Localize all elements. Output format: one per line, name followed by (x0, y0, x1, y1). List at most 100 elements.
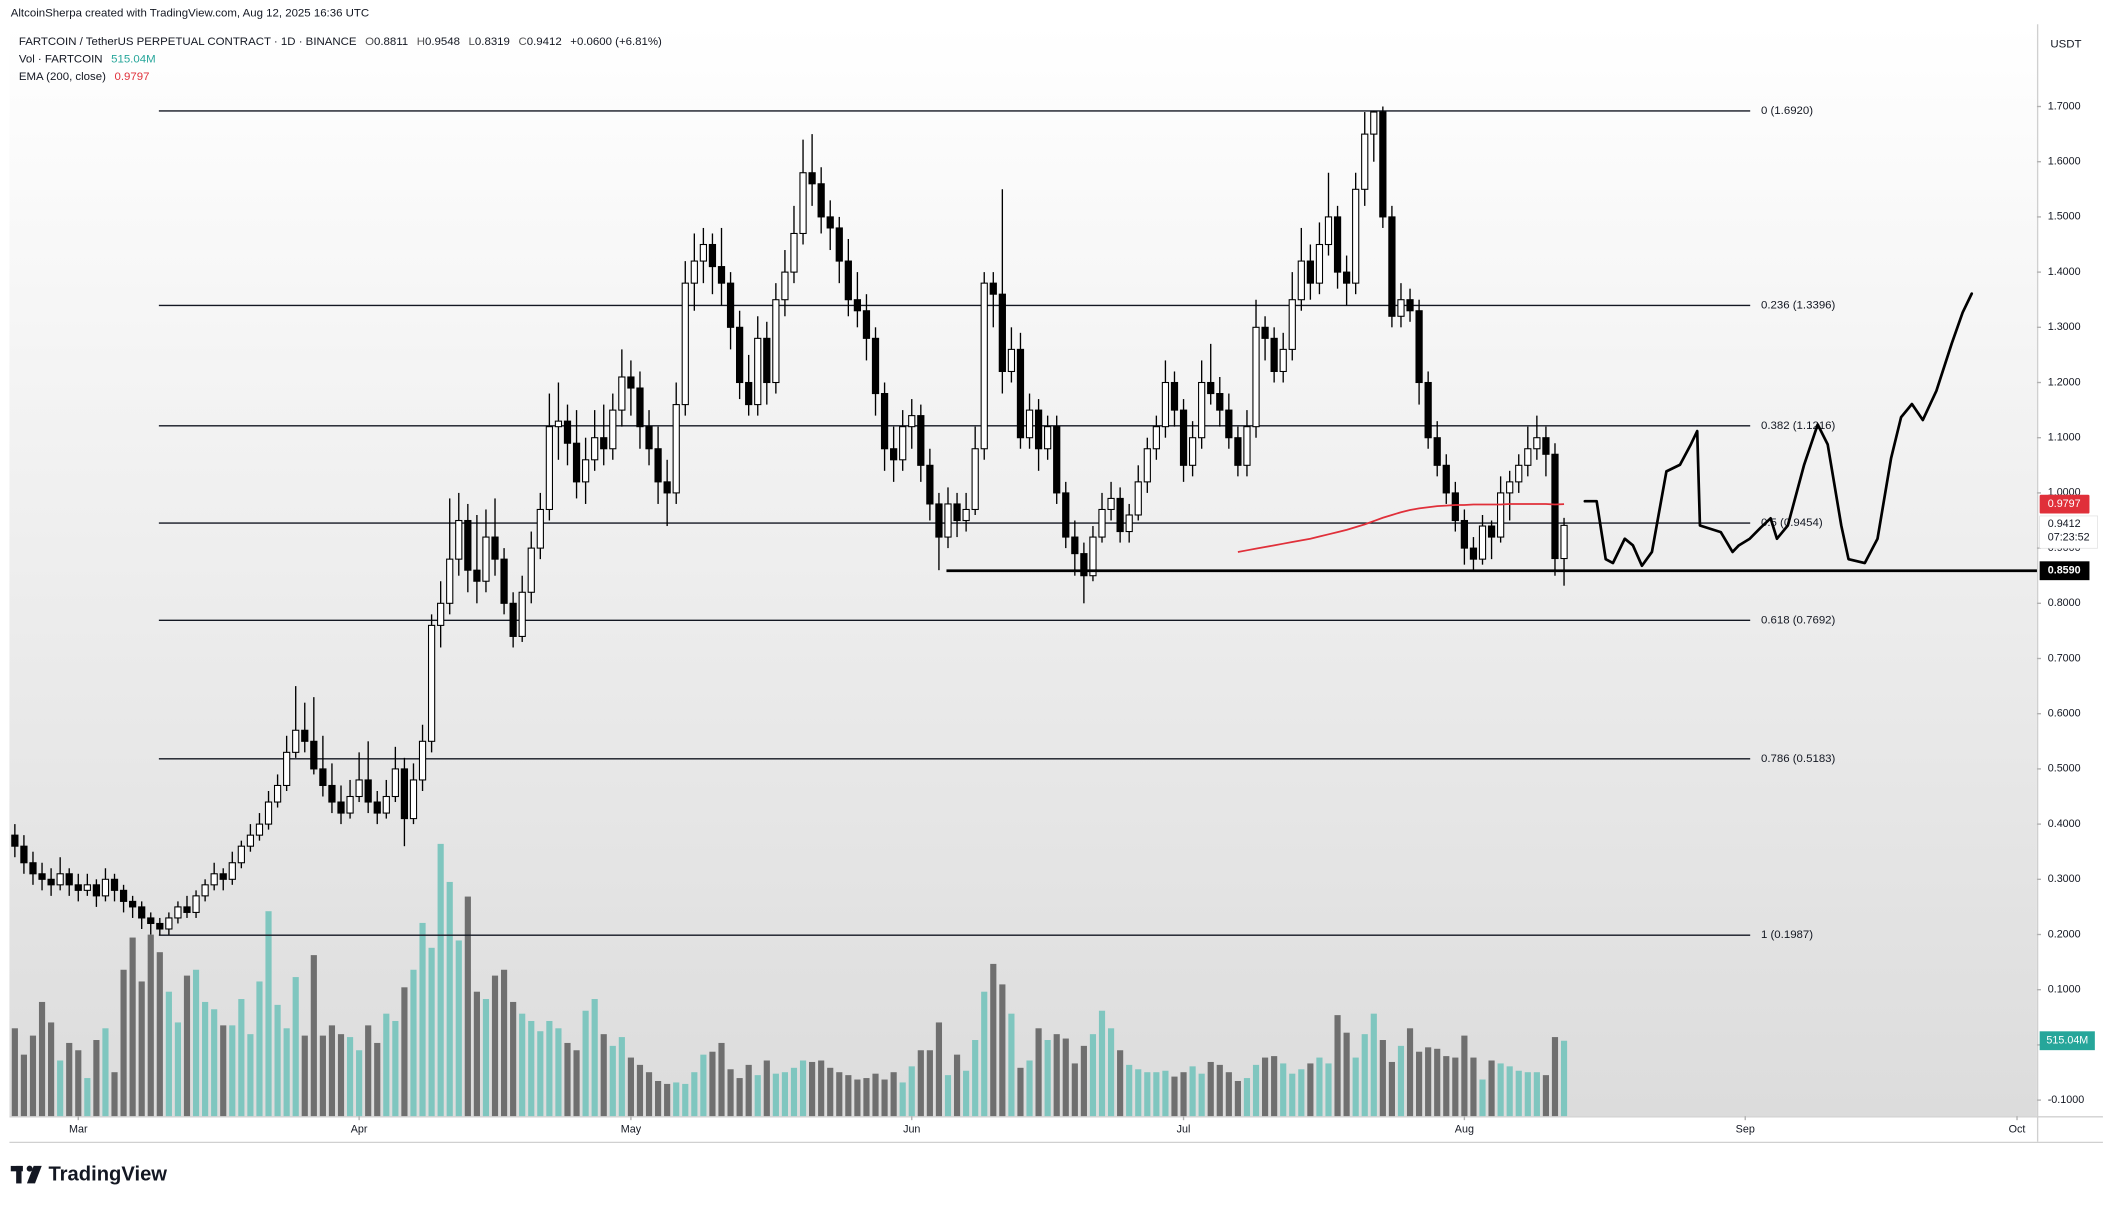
volume-bar (1080, 1045, 1087, 1117)
candle-body (509, 602, 517, 637)
candle-body (273, 784, 282, 803)
volume-bar (1370, 1013, 1377, 1117)
candle-body (1370, 111, 1378, 135)
candle-body (1324, 216, 1333, 246)
candle-body (591, 437, 599, 461)
candle-body (799, 172, 807, 235)
candle-body (1007, 348, 1016, 373)
volume-bar (1307, 1063, 1314, 1117)
candle-body (192, 895, 200, 913)
volume-bar (863, 1078, 870, 1117)
volume-bar (383, 1013, 390, 1117)
volume-bar (1252, 1064, 1260, 1117)
volume-bar (491, 975, 499, 1117)
x-tick-label: Mar (69, 1123, 88, 1135)
candle-body (853, 299, 862, 312)
volume-bar (754, 1075, 761, 1117)
y-tick-label: 0.4000 (2048, 818, 2081, 830)
candle-body (690, 260, 698, 284)
y-tick-label: 0.8000 (2048, 597, 2081, 609)
candle-body (1352, 188, 1360, 284)
candle-body (1551, 453, 1559, 560)
volume-bar (392, 1020, 399, 1117)
volume-bar (700, 1054, 707, 1117)
volume-bar (202, 1001, 209, 1117)
candle-body (871, 337, 880, 395)
candle-body (255, 823, 264, 836)
brand: TradingView (48, 1164, 167, 1186)
candle-body (1234, 437, 1242, 466)
y-tick-label: 1.6000 (2048, 156, 2081, 168)
candle-body (382, 795, 390, 814)
ohlc-value: 0.8811 (374, 36, 408, 48)
candle-body (337, 801, 345, 814)
candle-body (74, 884, 82, 891)
volume-bar (618, 1037, 625, 1117)
projection-drawing (1583, 292, 1974, 568)
candle-body (38, 873, 46, 880)
volume-bar (1271, 1056, 1278, 1117)
volume-bar (174, 1022, 182, 1117)
candle-body (1216, 393, 1224, 411)
volume-bar (600, 1034, 607, 1117)
candle-body (1288, 299, 1296, 350)
candle-body (518, 591, 526, 637)
volume-bar (645, 1072, 653, 1117)
volume-bar (111, 1072, 118, 1117)
tradingview-logo (10, 1165, 42, 1184)
volume-bar (1162, 1070, 1169, 1117)
candle-body (319, 768, 327, 787)
candle-body (926, 464, 934, 505)
candle-body (1379, 111, 1387, 218)
volume-bar (310, 955, 317, 1117)
candle-body (246, 834, 255, 847)
volume-bar (1352, 1057, 1359, 1117)
candle-body (500, 558, 508, 604)
volume-bar (963, 1070, 970, 1117)
volume-bar (1325, 1063, 1332, 1117)
candle-body (980, 282, 988, 450)
candle-body (1261, 326, 1269, 339)
candle-body (971, 448, 979, 511)
candle-body (1116, 497, 1124, 533)
candle-body (763, 337, 771, 384)
volume-bar (1044, 1040, 1051, 1117)
volume-bar (528, 1020, 535, 1117)
candle-body (835, 227, 843, 262)
volume-bar (664, 1083, 671, 1117)
volume-bar (1397, 1045, 1405, 1117)
candle-body (283, 751, 291, 787)
candle-body (817, 183, 825, 218)
candle-body (699, 243, 708, 262)
y-tick-label: 0.6000 (2048, 708, 2081, 720)
ema-price-label: 0.9797 (2048, 498, 2081, 510)
volume-bar (346, 1037, 354, 1117)
volume-bar (908, 1066, 915, 1117)
volume-bar (1098, 1010, 1106, 1117)
volume-bar (1216, 1064, 1223, 1117)
ohlc-letter: C (518, 36, 526, 48)
volume-bar (1343, 1032, 1350, 1117)
candle-body (1188, 437, 1197, 466)
ohlc-value: 0.9412 (527, 36, 562, 48)
y-tick-label: 0.7000 (2048, 652, 2081, 664)
volume-bar (953, 1054, 961, 1117)
candle-body (310, 740, 318, 770)
volume-bar (84, 1078, 91, 1117)
candle-body (1433, 437, 1441, 466)
volume-bar (818, 1060, 825, 1117)
candle-body (1225, 409, 1233, 439)
volume-bar (337, 1034, 345, 1117)
logo-shape (16, 1165, 22, 1184)
candle-body (29, 862, 37, 875)
volume-bar (356, 1050, 363, 1117)
candle-body (373, 801, 381, 814)
volume-bar (799, 1060, 807, 1117)
volume-bar (93, 1040, 100, 1117)
volume-bar (1280, 1063, 1287, 1117)
volume-bar (1017, 1067, 1024, 1117)
candle-body (1134, 481, 1142, 516)
symbol-legend: FARTCOIN / TetherUS PERPETUAL CONTRACT ·… (19, 36, 662, 48)
x-tick-label: Oct (2009, 1123, 2026, 1135)
